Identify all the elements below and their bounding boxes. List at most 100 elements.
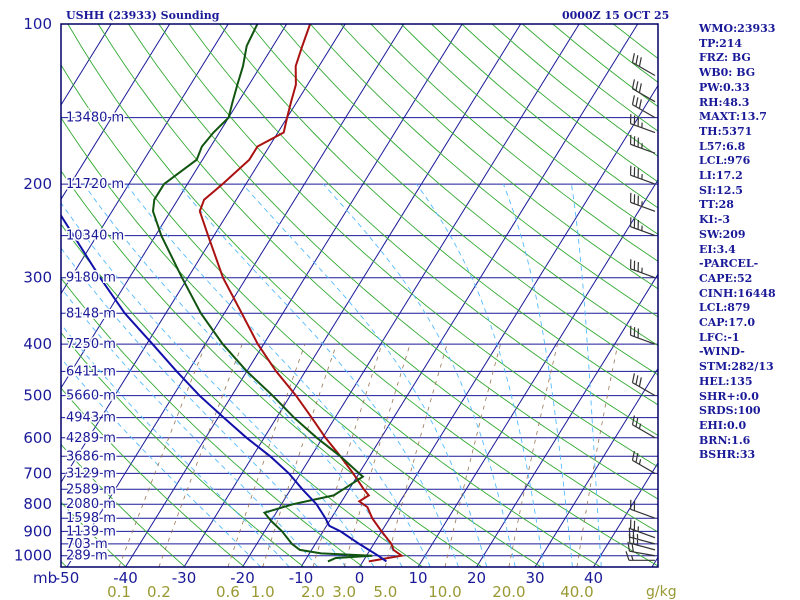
index-item: LI:17.2 — [699, 169, 743, 183]
index-item: CINH:16448 — [699, 286, 776, 300]
isotherm-line — [476, 273, 658, 567]
temperature-tick-label: 30 — [525, 569, 544, 587]
pressure-tick-label: 1000 — [14, 547, 52, 565]
moist-adiabat-line — [61, 357, 262, 567]
temperature-tick-label: 0 — [355, 569, 365, 587]
wind-barb — [631, 95, 656, 119]
index-item: TT:28 — [699, 198, 734, 212]
dewpoint-line — [151, 24, 373, 563]
mixing-ratio-labels: 0.1 0.2 0.6 1.0 2.0 3.0 5.0 10.0 20.0 40.0 — [107, 583, 594, 600]
pressure-axis-labels: 100 200 300 400 500 600 700 800 900 1000 — [14, 15, 52, 565]
wind-barb-shaft — [630, 528, 656, 539]
temperature-tick-label: -20 — [230, 569, 255, 587]
dry-adiabat-line — [61, 331, 305, 567]
dry-adiabat-line — [67, 24, 658, 567]
dry-adiabat-line — [370, 24, 658, 262]
wind-barb-shaft — [629, 542, 656, 551]
isotherm-line — [534, 367, 658, 567]
moist-adiabat-line — [61, 247, 347, 567]
mixing-ratio-line — [262, 343, 337, 567]
dry-adiabat-line — [340, 24, 658, 290]
height-label: 13480 m — [66, 111, 124, 126]
pressure-tick-label: 700 — [23, 464, 52, 482]
temperature-tick-label: 40 — [584, 569, 603, 587]
pressure-tick-label: 500 — [23, 387, 52, 405]
temperature-tick-label: -30 — [172, 569, 197, 587]
dry-adiabat-line — [249, 24, 658, 376]
dry-adiabat-line — [61, 116, 542, 567]
moist-adiabat-line — [61, 323, 290, 567]
wind-barb-flag — [635, 81, 639, 91]
index-item: LCL:879 — [699, 301, 751, 315]
mixing-ratio-unit-label: g/kg — [646, 584, 677, 600]
mixing-ratio-line — [227, 343, 306, 567]
mixing-ratio-label: 2.0 — [301, 583, 325, 600]
dry-adiabat-line — [128, 24, 658, 500]
mixing-ratio-line — [158, 343, 243, 567]
wind-barb-shaft — [630, 508, 656, 519]
temperature-tick-label: -50 — [55, 569, 80, 587]
dry-adiabat-lines — [61, 24, 658, 567]
dry-adiabat-line — [158, 24, 658, 468]
isobar-lines — [61, 24, 658, 567]
temperature-axis-labels: -50 -40 -30 -20 -10 0 10 20 30 40 — [55, 569, 603, 587]
height-label: 5660 m — [66, 389, 116, 404]
wind-barb-flag — [627, 541, 630, 552]
height-label: 6411 m — [66, 364, 116, 379]
index-item: L57:6.8 — [699, 139, 746, 153]
mixing-ratio-label: 0.2 — [147, 583, 171, 600]
wind-barb-shaft — [630, 174, 656, 185]
dry-adiabat-line — [61, 387, 245, 567]
pressure-tick-label: 200 — [23, 175, 52, 193]
moist-adiabat-line — [125, 183, 431, 567]
mixing-ratio-label: 3.0 — [332, 583, 356, 600]
wind-barb-half-flag — [630, 555, 634, 561]
wind-barb-flag — [631, 373, 635, 383]
index-item: -PARCEL- — [699, 257, 759, 271]
height-label: 1598 m — [66, 511, 116, 526]
wind-barb-half-flag — [638, 459, 642, 465]
temperature-tick-label: 20 — [467, 569, 486, 587]
index-item: BRN:1.6 — [699, 433, 751, 447]
mixing-ratio-line — [576, 344, 619, 567]
wind-barb-shaft — [630, 123, 656, 134]
index-item: EI:3.4 — [699, 242, 736, 256]
height-label: 1139 m — [66, 524, 116, 539]
wind-barb-flag — [638, 83, 642, 93]
height-label: 289 m — [66, 549, 108, 564]
mixing-ratio-label: 1.0 — [251, 583, 275, 600]
wind-barb-shaft — [629, 536, 656, 545]
wind-barb-shaft — [632, 104, 656, 119]
index-item: WB0: BG — [699, 66, 756, 80]
mixing-ratio-label: 40.0 — [560, 583, 593, 600]
height-label: 703 m — [66, 537, 108, 552]
height-label: 4943 m — [66, 411, 116, 426]
index-item: SRDS:100 — [699, 404, 761, 418]
temperature-tick-label: -40 — [113, 569, 138, 587]
plot-border — [60, 23, 659, 568]
pressure-tick-label: 600 — [23, 429, 52, 447]
wind-barb — [631, 450, 656, 474]
temperature-line — [198, 24, 405, 563]
pressure-tick-label: 100 — [23, 15, 52, 33]
moist-adiabat-line — [83, 183, 403, 567]
dry-adiabat-line — [61, 64, 601, 567]
wind-barb — [629, 192, 656, 212]
index-item: TP:214 — [699, 36, 743, 50]
index-item: LCL:976 — [699, 154, 751, 168]
height-label: 4289 m — [66, 431, 116, 446]
temperature-tick-label: -10 — [289, 569, 314, 587]
isotherm-line — [61, 24, 171, 201]
index-item: LFC:-1 — [699, 330, 740, 344]
dry-adiabat-line — [279, 24, 658, 347]
isotherm-line — [242, 24, 580, 567]
wind-barb-flag — [631, 79, 635, 89]
wind-barb-flag — [638, 377, 642, 387]
wind-barb-flag — [625, 551, 630, 561]
index-item: STM:282/13 — [699, 360, 774, 374]
isotherm-line — [61, 24, 288, 389]
wind-barb-flag — [638, 57, 642, 67]
dry-adiabat-line — [219, 24, 658, 406]
index-item: EHI:0.0 — [699, 418, 747, 432]
dry-adiabat-line — [97, 24, 658, 533]
